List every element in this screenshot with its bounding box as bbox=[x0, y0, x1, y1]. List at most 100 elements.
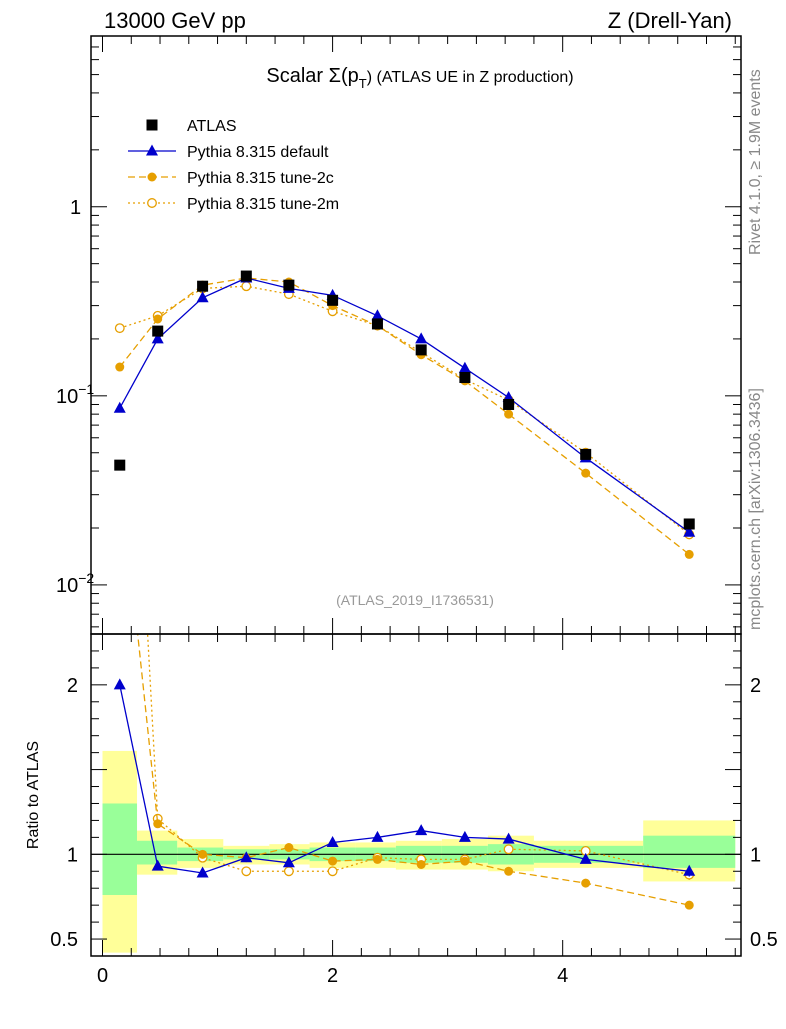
ratio-point bbox=[460, 856, 470, 866]
ratio-y-tick-label: 1 bbox=[67, 844, 78, 866]
legend-marker bbox=[147, 198, 157, 208]
ratio-point bbox=[503, 844, 514, 855]
ratio-uncertainty-bands bbox=[91, 750, 741, 953]
legend: ATLAS Pythia 8.315 default Pythia 8.315 tu… bbox=[128, 118, 339, 213]
data-point bbox=[240, 270, 252, 282]
ratio-point bbox=[326, 835, 339, 847]
data-point bbox=[241, 281, 252, 292]
data-point bbox=[197, 280, 209, 292]
ratio-point bbox=[328, 856, 338, 866]
ratio-point bbox=[458, 830, 471, 842]
y-tick-label: 10−2 bbox=[56, 570, 94, 597]
legend-label: Pythia 8.315 tune-2m bbox=[187, 196, 339, 213]
y-tick-label-exponent: −1 bbox=[78, 381, 94, 397]
data-point bbox=[415, 332, 428, 344]
y-tick-label-base: 10 bbox=[56, 575, 78, 597]
ratio-point bbox=[683, 864, 696, 876]
ratio-point bbox=[115, 121, 124, 130]
ratio-panel-series bbox=[113, 121, 696, 910]
ratio-ylabel: Ratio to ATLAS bbox=[25, 741, 42, 849]
ratio-line-3 bbox=[146, 634, 690, 876]
ratio-y-tick-label-right: 2 bbox=[750, 675, 761, 697]
data-point bbox=[504, 409, 514, 419]
ratio-point bbox=[153, 819, 163, 829]
data-point bbox=[114, 323, 125, 334]
ratio-point bbox=[415, 824, 428, 836]
data-point bbox=[152, 325, 164, 337]
header-left: 13000 GeV pp bbox=[104, 8, 246, 33]
ratio-point bbox=[581, 878, 591, 888]
main-line-2 bbox=[119, 277, 690, 555]
y-tick-label: 1 bbox=[70, 197, 81, 219]
legend-label: Pythia 8.315 tune-2c bbox=[187, 170, 334, 187]
rivet-label: Rivet 4.1.0, ≥ 1.9M events bbox=[747, 69, 764, 255]
ratio-point bbox=[198, 849, 208, 859]
ratio-y-tick-label-right: 1 bbox=[750, 844, 761, 866]
data-point bbox=[371, 309, 384, 321]
legend-marker bbox=[146, 144, 158, 156]
ratio-point bbox=[151, 859, 164, 871]
ratio-point bbox=[240, 851, 253, 863]
data-point bbox=[458, 361, 471, 373]
data-point bbox=[459, 372, 471, 384]
data-point bbox=[327, 294, 339, 306]
ratio-y-tick-label: 0.5 bbox=[50, 929, 78, 951]
ratio-point bbox=[416, 859, 426, 869]
legend-label: Pythia 8.315 default bbox=[187, 144, 329, 161]
x-tick-label: 4 bbox=[557, 965, 568, 987]
legend-marker bbox=[146, 119, 158, 131]
ratio-point bbox=[284, 843, 294, 853]
inner-band-bin-0 bbox=[102, 803, 138, 895]
data-point bbox=[684, 549, 694, 559]
data-point bbox=[113, 401, 126, 413]
ratio-point bbox=[113, 678, 126, 690]
ratio-point bbox=[372, 854, 382, 864]
data-point bbox=[371, 318, 383, 330]
data-point bbox=[151, 332, 164, 344]
main-line-3 bbox=[119, 285, 690, 535]
ratio-point bbox=[241, 866, 252, 877]
analysis-id: (ATLAS_2019_I1736531) bbox=[336, 592, 494, 608]
inner-band-bin-11 bbox=[643, 835, 736, 868]
ratio-point bbox=[502, 832, 515, 844]
plot-title: Scalar Σ(pT) (ATLAS UE in Z production) bbox=[266, 65, 573, 91]
ratio-point bbox=[196, 866, 209, 878]
data-point bbox=[581, 468, 591, 478]
ratio-point bbox=[282, 856, 295, 868]
ratio-point bbox=[504, 866, 514, 876]
ratio-panel-axis-ticks: 0.5 0.5 1 1 2 2 0 2 4 bbox=[50, 634, 778, 987]
main-line-1 bbox=[119, 277, 690, 533]
data-point bbox=[503, 398, 515, 410]
data-point bbox=[115, 362, 125, 372]
legend-label: ATLAS bbox=[187, 118, 237, 135]
ratio-point bbox=[371, 830, 384, 842]
data-point bbox=[683, 518, 695, 530]
data-point bbox=[153, 314, 163, 324]
ratio-y-tick-label: 2 bbox=[67, 675, 78, 697]
data-point bbox=[283, 279, 295, 291]
inner-band-bin-1 bbox=[137, 840, 178, 865]
ratio-line-1 bbox=[119, 684, 690, 874]
y-tick-label-base: 10 bbox=[56, 386, 78, 408]
ratio-point bbox=[684, 900, 694, 910]
data-point bbox=[683, 525, 696, 537]
title-prefix: Scalar Σ(p bbox=[266, 65, 358, 87]
data-point bbox=[580, 448, 592, 460]
y-tick-label-base: 1 bbox=[70, 197, 81, 219]
mcplots-label: mcplots.cern.ch [arXiv:1306.3436] bbox=[747, 388, 764, 630]
ratio-point bbox=[579, 852, 592, 864]
main-panel-axis-ticks: 10−210−11 bbox=[56, 35, 741, 634]
data-point bbox=[196, 291, 209, 303]
y-tick-label-exponent: −2 bbox=[78, 570, 94, 586]
main-panel-series bbox=[113, 270, 696, 559]
title-suffix: ) (ATLAS UE in Z production) bbox=[367, 69, 574, 86]
x-tick-label: 0 bbox=[97, 965, 108, 987]
legend-marker bbox=[147, 172, 157, 182]
ratio-point bbox=[327, 866, 338, 877]
y-tick-label: 10−1 bbox=[56, 381, 94, 408]
ratio-point bbox=[283, 866, 294, 877]
ratio-line-2 bbox=[137, 634, 690, 906]
ratio-y-tick-label-right: 0.5 bbox=[750, 929, 778, 951]
